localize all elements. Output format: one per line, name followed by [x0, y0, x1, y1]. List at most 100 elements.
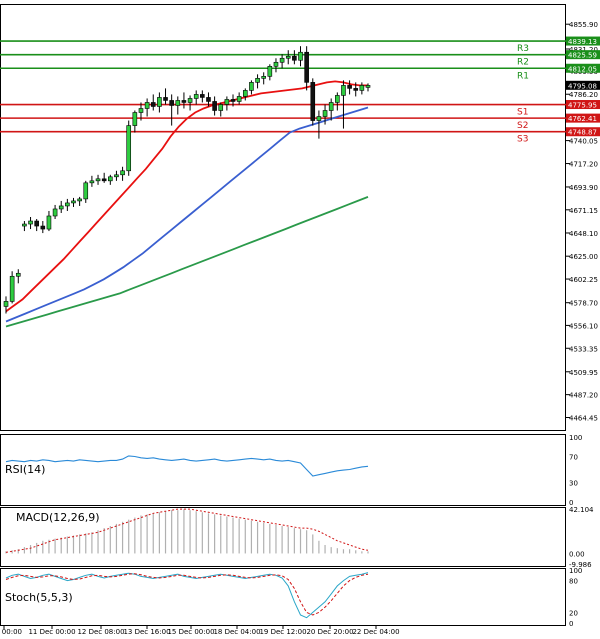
candle-body — [22, 223, 27, 227]
candle — [46, 210, 52, 232]
x-axis-label: 11 Dec 00:00 — [28, 628, 75, 636]
candle — [353, 82, 359, 97]
candle — [120, 166, 125, 181]
candle — [187, 95, 193, 111]
x-axis-label: 20 Dec 20:00 — [306, 628, 353, 636]
candle — [108, 174, 113, 185]
candle — [230, 94, 236, 107]
candle-body — [120, 170, 125, 176]
candle — [83, 180, 89, 203]
candle-body — [138, 108, 144, 113]
candle-body — [279, 57, 285, 63]
rsi-line — [5, 455, 369, 477]
candle-body — [169, 100, 174, 106]
candle-body — [58, 205, 64, 210]
x-axis-label: 19 Dec 12:00 — [259, 628, 306, 636]
candle-body — [95, 178, 101, 182]
level-value-r2: 4825.59 — [568, 52, 597, 60]
candle-body — [46, 215, 52, 230]
candle — [71, 197, 76, 207]
stoch-line-k — [5, 572, 369, 619]
candle — [322, 104, 328, 125]
candle-body — [193, 94, 199, 99]
candle-body — [114, 174, 119, 178]
candle-body — [40, 225, 46, 230]
rsi-axis-label: 100 — [569, 434, 582, 442]
current-price-value: 4795.08 — [568, 82, 597, 90]
macd-panel-frame — [0, 507, 566, 567]
candle-body — [322, 110, 328, 117]
candle — [273, 58, 279, 73]
candle — [328, 98, 334, 121]
stoch-line-d — [5, 573, 369, 616]
candle — [52, 204, 58, 220]
ma-line-ma-blue — [5, 106, 369, 323]
candle-body — [328, 102, 334, 111]
candle — [132, 110, 138, 133]
price-axis-label: 4740.05 — [569, 138, 598, 146]
rsi-axis-label: 0 — [569, 499, 573, 507]
candle — [292, 50, 297, 65]
macd-axis-label: 0.00 — [569, 550, 585, 558]
candle — [261, 72, 266, 85]
candle — [144, 98, 150, 117]
level-tag-r3 — [566, 36, 600, 46]
candle — [163, 88, 168, 105]
candle-body — [255, 78, 260, 83]
price-axis-label: 4786.20 — [569, 91, 598, 99]
candle — [279, 54, 285, 69]
candle — [89, 175, 95, 187]
candle-body — [28, 220, 33, 225]
candle-body — [230, 99, 236, 102]
level-name-s2: S2 — [517, 121, 528, 131]
candle-body — [101, 178, 107, 182]
candle — [34, 219, 39, 232]
price-panel-frame — [0, 4, 566, 431]
candle-body — [157, 97, 162, 107]
ma-line-ma-red — [5, 80, 368, 313]
price-axis-label: 4556.10 — [569, 322, 598, 330]
candle-body — [34, 220, 39, 227]
x-axis-label: 12 Dec 08:00 — [77, 628, 124, 636]
candle — [285, 50, 291, 65]
candle — [95, 174, 101, 185]
stoch-axis-label: 0 — [569, 620, 573, 628]
candle — [206, 92, 211, 107]
macd-signal-line — [5, 508, 369, 553]
candle-body — [347, 85, 352, 89]
candle-body — [261, 76, 266, 79]
candle-body — [83, 182, 89, 200]
candle-body — [3, 301, 9, 307]
candle-body — [144, 102, 150, 109]
candle-body — [298, 51, 303, 61]
candle-body — [310, 82, 316, 121]
rsi-title: RSI(14) — [5, 463, 45, 476]
candle-body — [132, 112, 138, 126]
candle — [249, 80, 254, 95]
level-name-s1: S1 — [517, 108, 528, 118]
candle-body — [77, 198, 82, 202]
candle-body — [126, 125, 132, 172]
candle-body — [187, 98, 193, 103]
rsi-panel[interactable]: 100 70 30 0 RSI(14) — [0, 434, 583, 507]
candle — [316, 110, 322, 139]
level-tag-s1 — [566, 100, 600, 110]
candle-body — [341, 85, 346, 96]
level-name-s3: S3 — [517, 135, 528, 145]
candle-body — [236, 96, 242, 102]
macd-panel[interactable]: 42.104 0.00 -9.986 MACD(12,26,9) — [0, 506, 595, 569]
candle — [9, 271, 15, 304]
candle — [169, 94, 174, 126]
level-name-r1: R1 — [517, 71, 529, 81]
candle — [28, 217, 33, 230]
candle — [267, 64, 273, 81]
candle-body — [249, 82, 254, 91]
candle-body — [218, 104, 224, 111]
candle-body — [175, 100, 181, 106]
price-panel[interactable]: 4855.904831.204809.504786.204763.104740.… — [0, 4, 600, 431]
stoch-axis-label: 80 — [569, 578, 578, 586]
candle-body — [285, 55, 291, 59]
candle — [304, 46, 309, 91]
